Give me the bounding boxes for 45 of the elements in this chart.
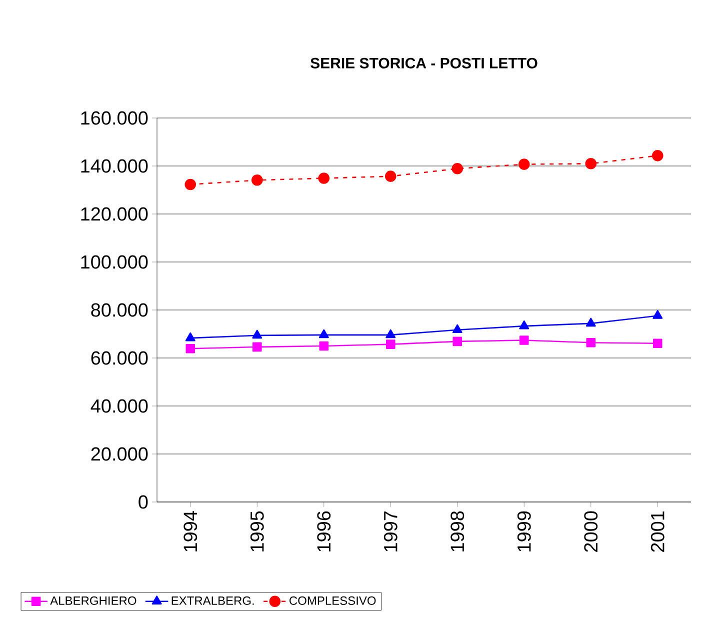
point [186, 344, 196, 354]
point [252, 342, 262, 352]
y-tick-label: 140.000 [81, 159, 148, 173]
point [519, 336, 529, 345]
point [652, 150, 664, 162]
point [252, 330, 262, 339]
point [185, 332, 196, 342]
x-tick-label: 1996 [317, 511, 331, 552]
y-tick-label: 40.000 [90, 399, 148, 413]
y-tick-label: 100.000 [81, 255, 148, 269]
point [318, 172, 330, 184]
y-tick-label: 20.000 [91, 447, 148, 461]
point [452, 162, 464, 174]
point [319, 341, 329, 351]
point [652, 338, 662, 348]
legend-label: COMPLESSIVO [290, 596, 376, 605]
point [652, 310, 663, 319]
point [251, 174, 263, 186]
point [586, 338, 596, 348]
y-tick-label: 0 [138, 495, 148, 509]
point [386, 340, 396, 349]
legend-label: EXTRALBERG. [172, 596, 254, 605]
legend-label: ALBERGHIERO [50, 596, 136, 605]
y-tick-label: 60.000 [91, 351, 148, 365]
x-tick-label: 1994 [184, 511, 198, 552]
x-tick-label: 1997 [384, 511, 398, 552]
point [184, 178, 196, 190]
point [452, 324, 462, 334]
point [386, 329, 396, 338]
x-tick-label: 2001 [650, 511, 664, 552]
point [585, 158, 597, 170]
chart-title: SERIE STORICA - POSTI LETTO [310, 58, 538, 68]
point [452, 336, 462, 346]
x-tick-label: 1999 [517, 511, 531, 552]
x-tick-label: 1995 [250, 511, 264, 552]
point [518, 158, 530, 170]
y-tick-label: 120.000 [81, 207, 148, 221]
y-tick-label: 80.000 [91, 303, 148, 317]
point [318, 329, 329, 338]
y-tick-label: 160.000 [81, 111, 148, 125]
point [384, 170, 396, 182]
x-tick-label: 1998 [450, 511, 464, 552]
x-tick-label: 2000 [584, 511, 598, 552]
point [519, 320, 530, 330]
point [586, 318, 596, 327]
